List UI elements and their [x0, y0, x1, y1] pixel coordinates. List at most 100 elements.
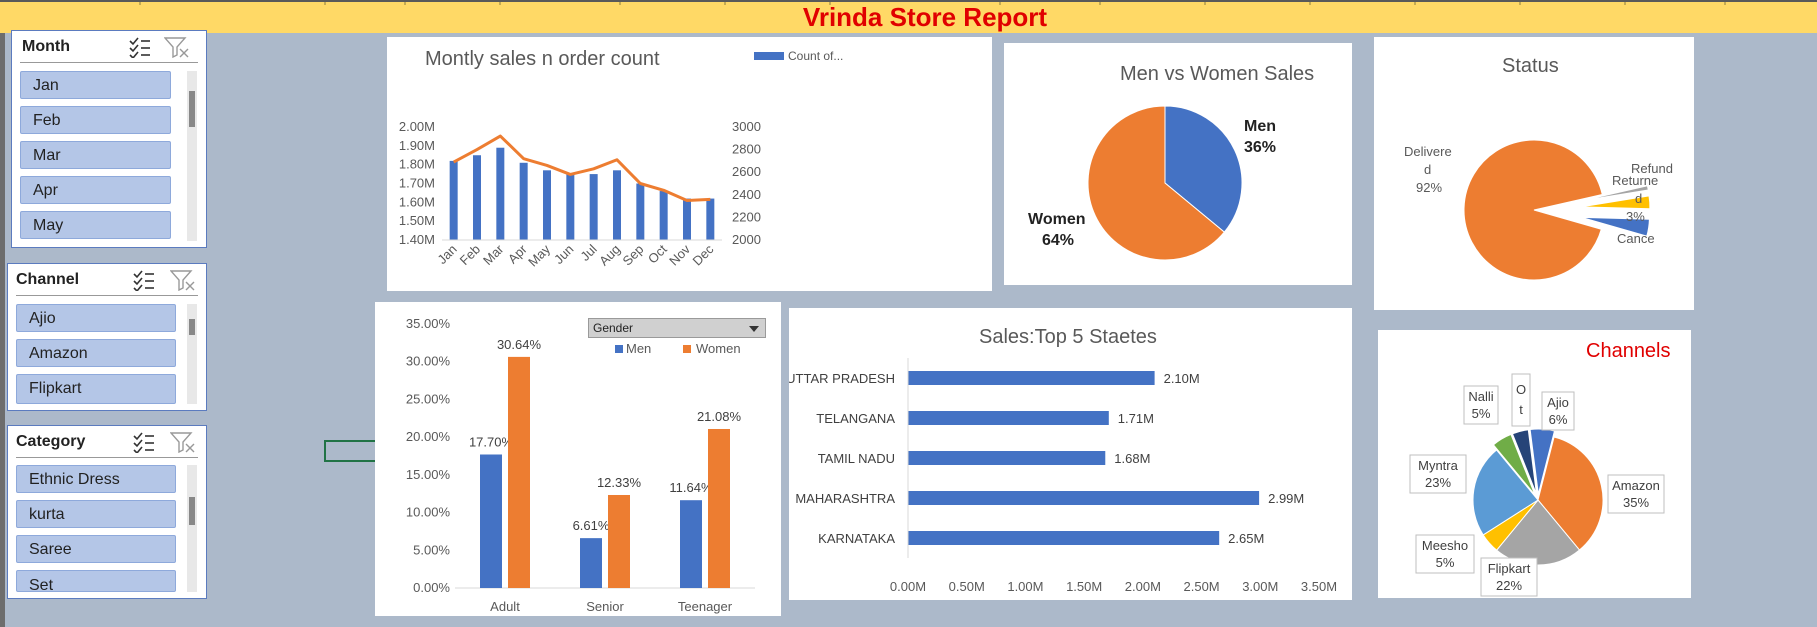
scroll-thumb[interactable] — [189, 91, 195, 127]
y-tick-label: 1.90M — [399, 138, 435, 153]
bar — [508, 357, 530, 588]
slicer-scrollbar[interactable] — [187, 465, 197, 592]
clear-filter-icon[interactable] — [164, 36, 190, 58]
y-tick-label: 25.00% — [406, 391, 451, 406]
x-tick-label: Jan — [434, 242, 459, 267]
y2-tick-label: 2000 — [732, 232, 761, 247]
data-label: 21.08% — [697, 409, 742, 424]
y2-tick-label: 3000 — [732, 119, 761, 134]
y-tick-label: 2.00M — [399, 119, 435, 134]
y2-tick-label: 2600 — [732, 164, 761, 179]
x-tick-label: 3.50M — [1301, 579, 1337, 594]
x-tick-label: Dec — [689, 241, 716, 268]
slice-value: 92% — [1416, 180, 1442, 195]
bar — [908, 371, 1155, 385]
legend-label: Men — [626, 341, 651, 356]
chart-title: Montly sales n order count — [425, 48, 660, 70]
multi-select-icon[interactable] — [132, 269, 156, 291]
monthly-sales-chart: Montly sales n order count Count of... 1… — [387, 37, 992, 291]
slicer-item-month[interactable]: Mar — [20, 141, 171, 169]
slicer-header: Category — [8, 426, 206, 458]
bar — [590, 174, 598, 240]
slicer-item-month[interactable]: May — [20, 211, 171, 239]
slice-label: Delivere — [1404, 144, 1452, 159]
y2-tick-label: 2400 — [732, 187, 761, 202]
scroll-thumb[interactable] — [189, 319, 195, 335]
bar — [566, 174, 574, 240]
slicer-item-month[interactable]: Feb — [20, 106, 171, 134]
slice-value: 5% — [1436, 555, 1455, 570]
plot-area: 1.40M1.50M1.60M1.70M1.80M1.90M2.00M20002… — [399, 119, 761, 269]
x-tick-label: 1.00M — [1007, 579, 1043, 594]
selected-cell[interactable] — [324, 440, 379, 462]
slicer-scrollbar[interactable] — [187, 71, 197, 241]
gender-pie-chart: Men vs Women Sales Men 36% Women 64% — [1004, 43, 1352, 285]
slicer-scrollbar[interactable] — [187, 304, 197, 404]
bar — [683, 199, 691, 240]
series-line — [454, 136, 711, 200]
x-tick-label: Jul — [577, 241, 599, 263]
slice-label: Amazon — [1612, 478, 1660, 493]
y-tick-label: 20.00% — [406, 429, 451, 444]
slicer-item-channel[interactable]: Flipkart — [16, 374, 176, 404]
scroll-thumb[interactable] — [189, 497, 195, 525]
slicer-item-category[interactable]: Set — [16, 570, 176, 592]
x-tick-label: 2.00M — [1125, 579, 1161, 594]
slice-label: d — [1635, 191, 1642, 206]
category-slicer[interactable]: Category Ethnic Dress kurta Saree Set — [7, 425, 207, 599]
category-label: UTTAR PRADESH — [789, 371, 895, 386]
x-tick-label: Teenager — [678, 599, 733, 614]
status-pie-panel: Status Delivere d 92% Refund Returne d 3… — [1374, 37, 1694, 310]
bar — [908, 411, 1109, 425]
slicer-header: Month — [12, 31, 206, 63]
slice-label: Women — [1028, 211, 1085, 228]
multi-select-icon[interactable] — [128, 36, 152, 58]
gender-filter-dropdown[interactable]: Gender — [588, 318, 766, 338]
status-pie-chart: Status Delivere d 92% Refund Returne d 3… — [1374, 37, 1694, 310]
report-title: Vrinda Store Report — [0, 2, 1817, 33]
slicer-item-month[interactable]: Jan — [20, 71, 171, 99]
slicer-item-category[interactable]: Ethnic Dress — [16, 465, 176, 493]
x-tick-label: Mar — [480, 241, 507, 268]
slicer-item-month[interactable]: Apr — [20, 176, 171, 204]
pie-area — [1088, 106, 1242, 260]
slicer-title: Month — [22, 38, 70, 56]
data-label: 12.33% — [597, 475, 642, 490]
slice-label: t — [1519, 402, 1523, 417]
bar — [636, 184, 644, 241]
multi-select-icon[interactable] — [132, 431, 156, 453]
slicer-item-category[interactable]: Saree — [16, 535, 176, 563]
clear-filter-icon[interactable] — [170, 269, 196, 291]
slice-label: Flipkart — [1488, 561, 1531, 576]
clear-filter-icon[interactable] — [170, 431, 196, 453]
y-tick-label: 30.00% — [406, 354, 451, 369]
chart-title: Men vs Women Sales — [1120, 63, 1314, 85]
data-label: 2.65M — [1228, 531, 1264, 546]
dropdown-arrow-icon[interactable] — [749, 326, 759, 332]
chart-title: Channels — [1586, 340, 1671, 362]
legend-swatch-men — [615, 345, 623, 353]
bar — [908, 531, 1219, 545]
slicer-item-channel[interactable]: Ajio — [16, 304, 176, 332]
x-tick-label: 3.00M — [1242, 579, 1278, 594]
slicer-item-channel[interactable]: Amazon — [16, 339, 176, 367]
x-tick-label: May — [525, 241, 553, 269]
legend-label: Count of... — [788, 49, 843, 63]
channel-slicer[interactable]: Channel Ajio Amazon Flipkart — [7, 263, 207, 411]
slice-value: 3% — [1626, 209, 1645, 224]
bar — [580, 538, 602, 588]
slice-label: Cance — [1617, 231, 1655, 246]
bar — [480, 454, 502, 588]
slicer-item-category[interactable]: kurta — [16, 500, 176, 528]
x-tick-label: Sep — [619, 242, 646, 269]
bar — [908, 451, 1105, 465]
y-tick-label: 1.60M — [399, 194, 435, 209]
bar — [473, 155, 481, 240]
slice-label: Ajio — [1547, 395, 1569, 410]
gender-pie-panel: Men vs Women Sales Men 36% Women 64% — [1004, 43, 1352, 285]
dropdown-label: Gender — [593, 321, 633, 335]
monthly-sales-chart-panel: Montly sales n order count Count of... 1… — [387, 37, 992, 291]
month-slicer[interactable]: Month Jan Feb Mar Apr May — [11, 30, 207, 248]
slice-value: 35% — [1623, 495, 1649, 510]
plot-area: 0.00%5.00%10.00%15.00%20.00%25.00%30.00%… — [406, 316, 755, 614]
